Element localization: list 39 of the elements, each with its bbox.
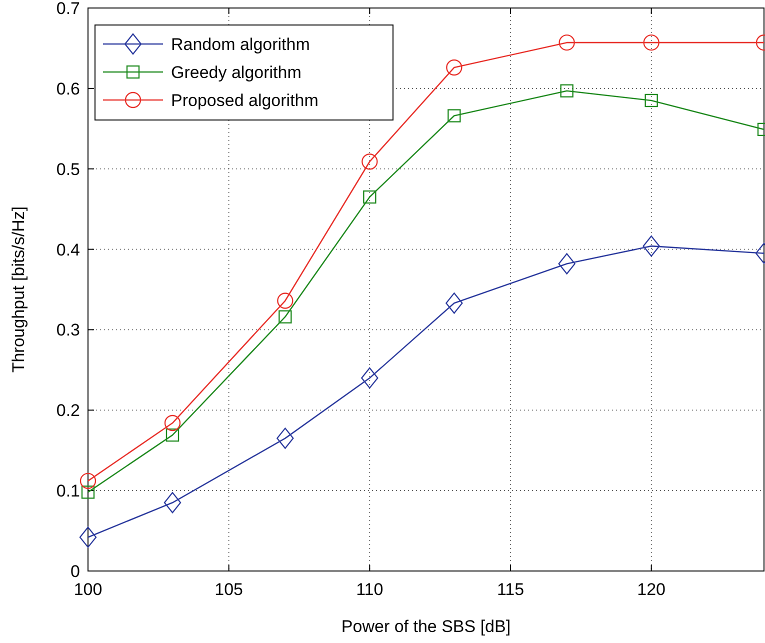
x-tick-label: 100 bbox=[74, 580, 102, 599]
point bbox=[278, 310, 292, 324]
x-tick-label: 120 bbox=[637, 580, 666, 599]
point bbox=[446, 59, 462, 76]
point bbox=[558, 34, 575, 51]
y-tick-label: 0.4 bbox=[56, 240, 80, 260]
point bbox=[81, 486, 95, 499]
point bbox=[643, 34, 660, 51]
x-tick-label: 105 bbox=[214, 580, 244, 599]
y-axis-title: Throughput [bits/s/Hz] bbox=[9, 206, 28, 373]
point bbox=[558, 253, 576, 274]
point bbox=[164, 492, 182, 514]
point bbox=[642, 235, 660, 257]
point bbox=[79, 526, 97, 548]
legend-label: Random algorithm bbox=[171, 35, 310, 54]
point bbox=[363, 190, 376, 204]
point bbox=[164, 414, 181, 432]
x-tick-label: 115 bbox=[496, 580, 524, 599]
point bbox=[361, 367, 378, 389]
point bbox=[560, 84, 574, 98]
y-tick-label: 0.6 bbox=[56, 79, 80, 98]
point bbox=[446, 292, 463, 314]
legend-label: Proposed algorithm bbox=[171, 91, 318, 110]
y-tick-label: 0.5 bbox=[56, 160, 80, 179]
point bbox=[276, 428, 294, 449]
y-tick-label: 0.2 bbox=[56, 401, 80, 420]
point bbox=[362, 154, 378, 170]
point bbox=[277, 292, 294, 309]
point bbox=[448, 109, 461, 122]
legend-label: Greedy algorithm bbox=[171, 63, 302, 82]
x-tick-label: 110 bbox=[356, 580, 384, 599]
x-axis-title: Power of the SBS [dB] bbox=[341, 617, 511, 636]
y-tick-label: 0.3 bbox=[56, 320, 80, 340]
y-tick-label: 0.7 bbox=[56, 0, 80, 18]
y-tick-label: 0 bbox=[70, 562, 80, 581]
point bbox=[644, 94, 658, 108]
point bbox=[80, 472, 96, 490]
point bbox=[166, 428, 180, 442]
y-tick-label: 0.1 bbox=[56, 482, 80, 501]
